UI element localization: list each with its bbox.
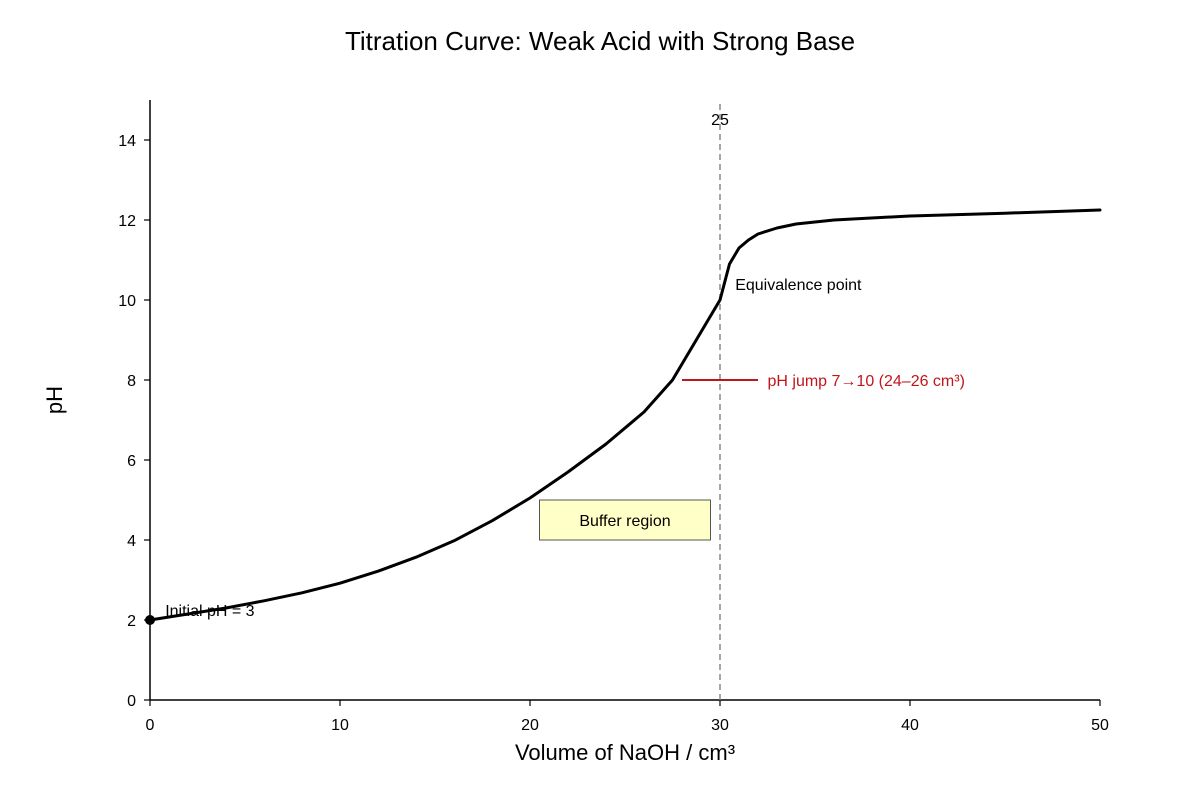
y-tick-label: 2 — [127, 613, 136, 630]
buffer-region-label: Buffer region — [579, 513, 670, 530]
initial-ph-label: Initial pH = 3 — [165, 603, 254, 620]
annotations-background — [539, 100, 721, 700]
x-tick-label: 0 — [146, 717, 155, 734]
y-tick-label: 12 — [118, 213, 136, 230]
titration-curve-line — [148, 208, 1102, 622]
x-tick-label: 30 — [711, 717, 729, 734]
buffer-region-box — [539, 499, 711, 541]
y-tick-label: 6 — [127, 453, 136, 470]
y-tick-label: 10 — [118, 293, 136, 310]
y-tick-label: 14 — [118, 133, 136, 150]
axes — [149, 100, 1100, 701]
y-tick-label: 8 — [127, 373, 136, 390]
y-tick-label: 4 — [127, 533, 136, 550]
x-axis-ticks: 0 10 20 30 40 50 — [146, 700, 1109, 734]
series-layer — [145, 208, 1102, 625]
chart-title: Titration Curve: Weak Acid with Strong B… — [345, 26, 855, 56]
equivalence-point-label: Equivalence point — [735, 277, 862, 294]
x-tick-label: 50 — [1091, 717, 1109, 734]
initial-point-marker — [145, 615, 155, 625]
y-axis-label: pH — [42, 386, 67, 414]
annotations: 25 Buffer region pH jump 7→10 (24–26 cm³) E… — [165, 112, 965, 620]
ph-jump-label: pH jump 7→10 (24–26 cm³) — [768, 373, 965, 390]
y-tick-label: 0 — [127, 693, 136, 710]
x-tick-label: 40 — [901, 717, 919, 734]
x-axis-label: Volume of NaOH / cm³ — [515, 740, 735, 765]
x-tick-label: 20 — [521, 717, 539, 734]
x-tick-label: 10 — [331, 717, 349, 734]
y-axis-ticks: 0 2 4 6 8 10 12 14 — [118, 133, 150, 710]
vertical-line-label: 25 — [711, 112, 729, 129]
